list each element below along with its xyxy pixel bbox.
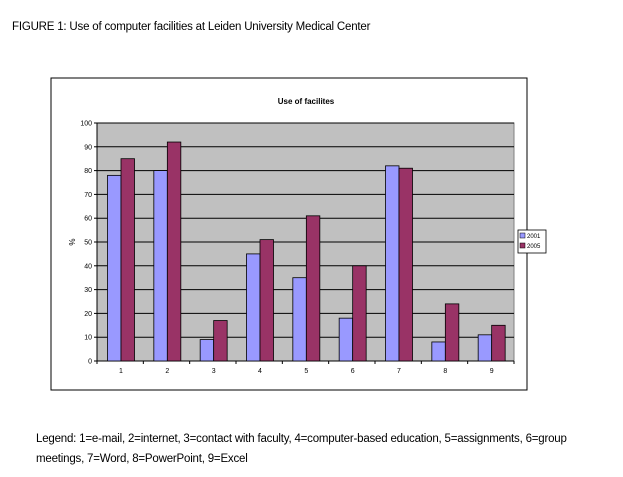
- bar-2001-2: [153, 170, 168, 362]
- y-axis-label: %: [68, 238, 77, 245]
- bar-2005-7: [398, 167, 413, 362]
- bar-2001-9: [477, 334, 493, 362]
- chart-legend: 2001 2005: [517, 229, 547, 254]
- y-tick-label: 10: [84, 335, 92, 342]
- bar-2001-8: [431, 341, 446, 362]
- legend-swatch-2001: [519, 232, 526, 239]
- figure-caption: FIGURE 1: Use of computer facilities at …: [12, 21, 371, 33]
- x-tick-label: 2: [165, 368, 169, 375]
- bar-2001-5: [292, 277, 307, 362]
- bar-2005-9: [491, 324, 506, 362]
- y-tick-label: 30: [84, 287, 92, 294]
- x-tick-label: 8: [443, 368, 447, 375]
- bar-2005-6: [352, 265, 367, 362]
- y-tick-label: 100: [80, 121, 92, 128]
- bar-2005-3: [213, 320, 228, 362]
- bars: [107, 141, 506, 362]
- x-tick-label: 5: [304, 368, 308, 375]
- bar-2001-4: [246, 253, 261, 362]
- x-tick-label: 1: [119, 368, 123, 375]
- legend-note: Legend: 1=e-mail, 2=internet, 3=contact …: [36, 433, 567, 465]
- x-tick-label: 4: [258, 368, 262, 375]
- y-tick-label: 80: [84, 168, 92, 175]
- bar-2005-4: [259, 239, 274, 362]
- bar-2001-7: [385, 165, 400, 362]
- y-tick-label: 70: [84, 192, 92, 199]
- x-tick-label: 3: [212, 368, 216, 375]
- x-axis-ticks: 1 2 3 4 5 6 7 8 9: [96, 361, 515, 375]
- y-tick-label: 20: [84, 311, 92, 318]
- x-tick-label: 9: [490, 368, 494, 375]
- chart-title: Use of facilites: [278, 97, 335, 106]
- bar-2005-1: [120, 158, 135, 362]
- y-tick-label: 40: [84, 263, 92, 270]
- bar-2005-2: [166, 141, 182, 362]
- y-tick-label: 90: [84, 144, 92, 151]
- y-tick-label: 50: [84, 240, 92, 247]
- bar-2005-8: [444, 303, 460, 362]
- bar-2001-3: [199, 339, 215, 362]
- legend-label-2005: 2005: [527, 244, 541, 250]
- bar-2005-5: [305, 215, 321, 362]
- legend-label-2001: 2001: [527, 234, 541, 240]
- bar-2001-6: [338, 317, 354, 362]
- bar-2001-1: [107, 174, 122, 362]
- x-tick-label: 7: [397, 368, 401, 375]
- y-tick-label: 0: [88, 359, 92, 366]
- legend-swatch-2005: [519, 242, 526, 249]
- y-tick-label: 60: [84, 216, 92, 223]
- x-tick-label: 6: [351, 368, 355, 375]
